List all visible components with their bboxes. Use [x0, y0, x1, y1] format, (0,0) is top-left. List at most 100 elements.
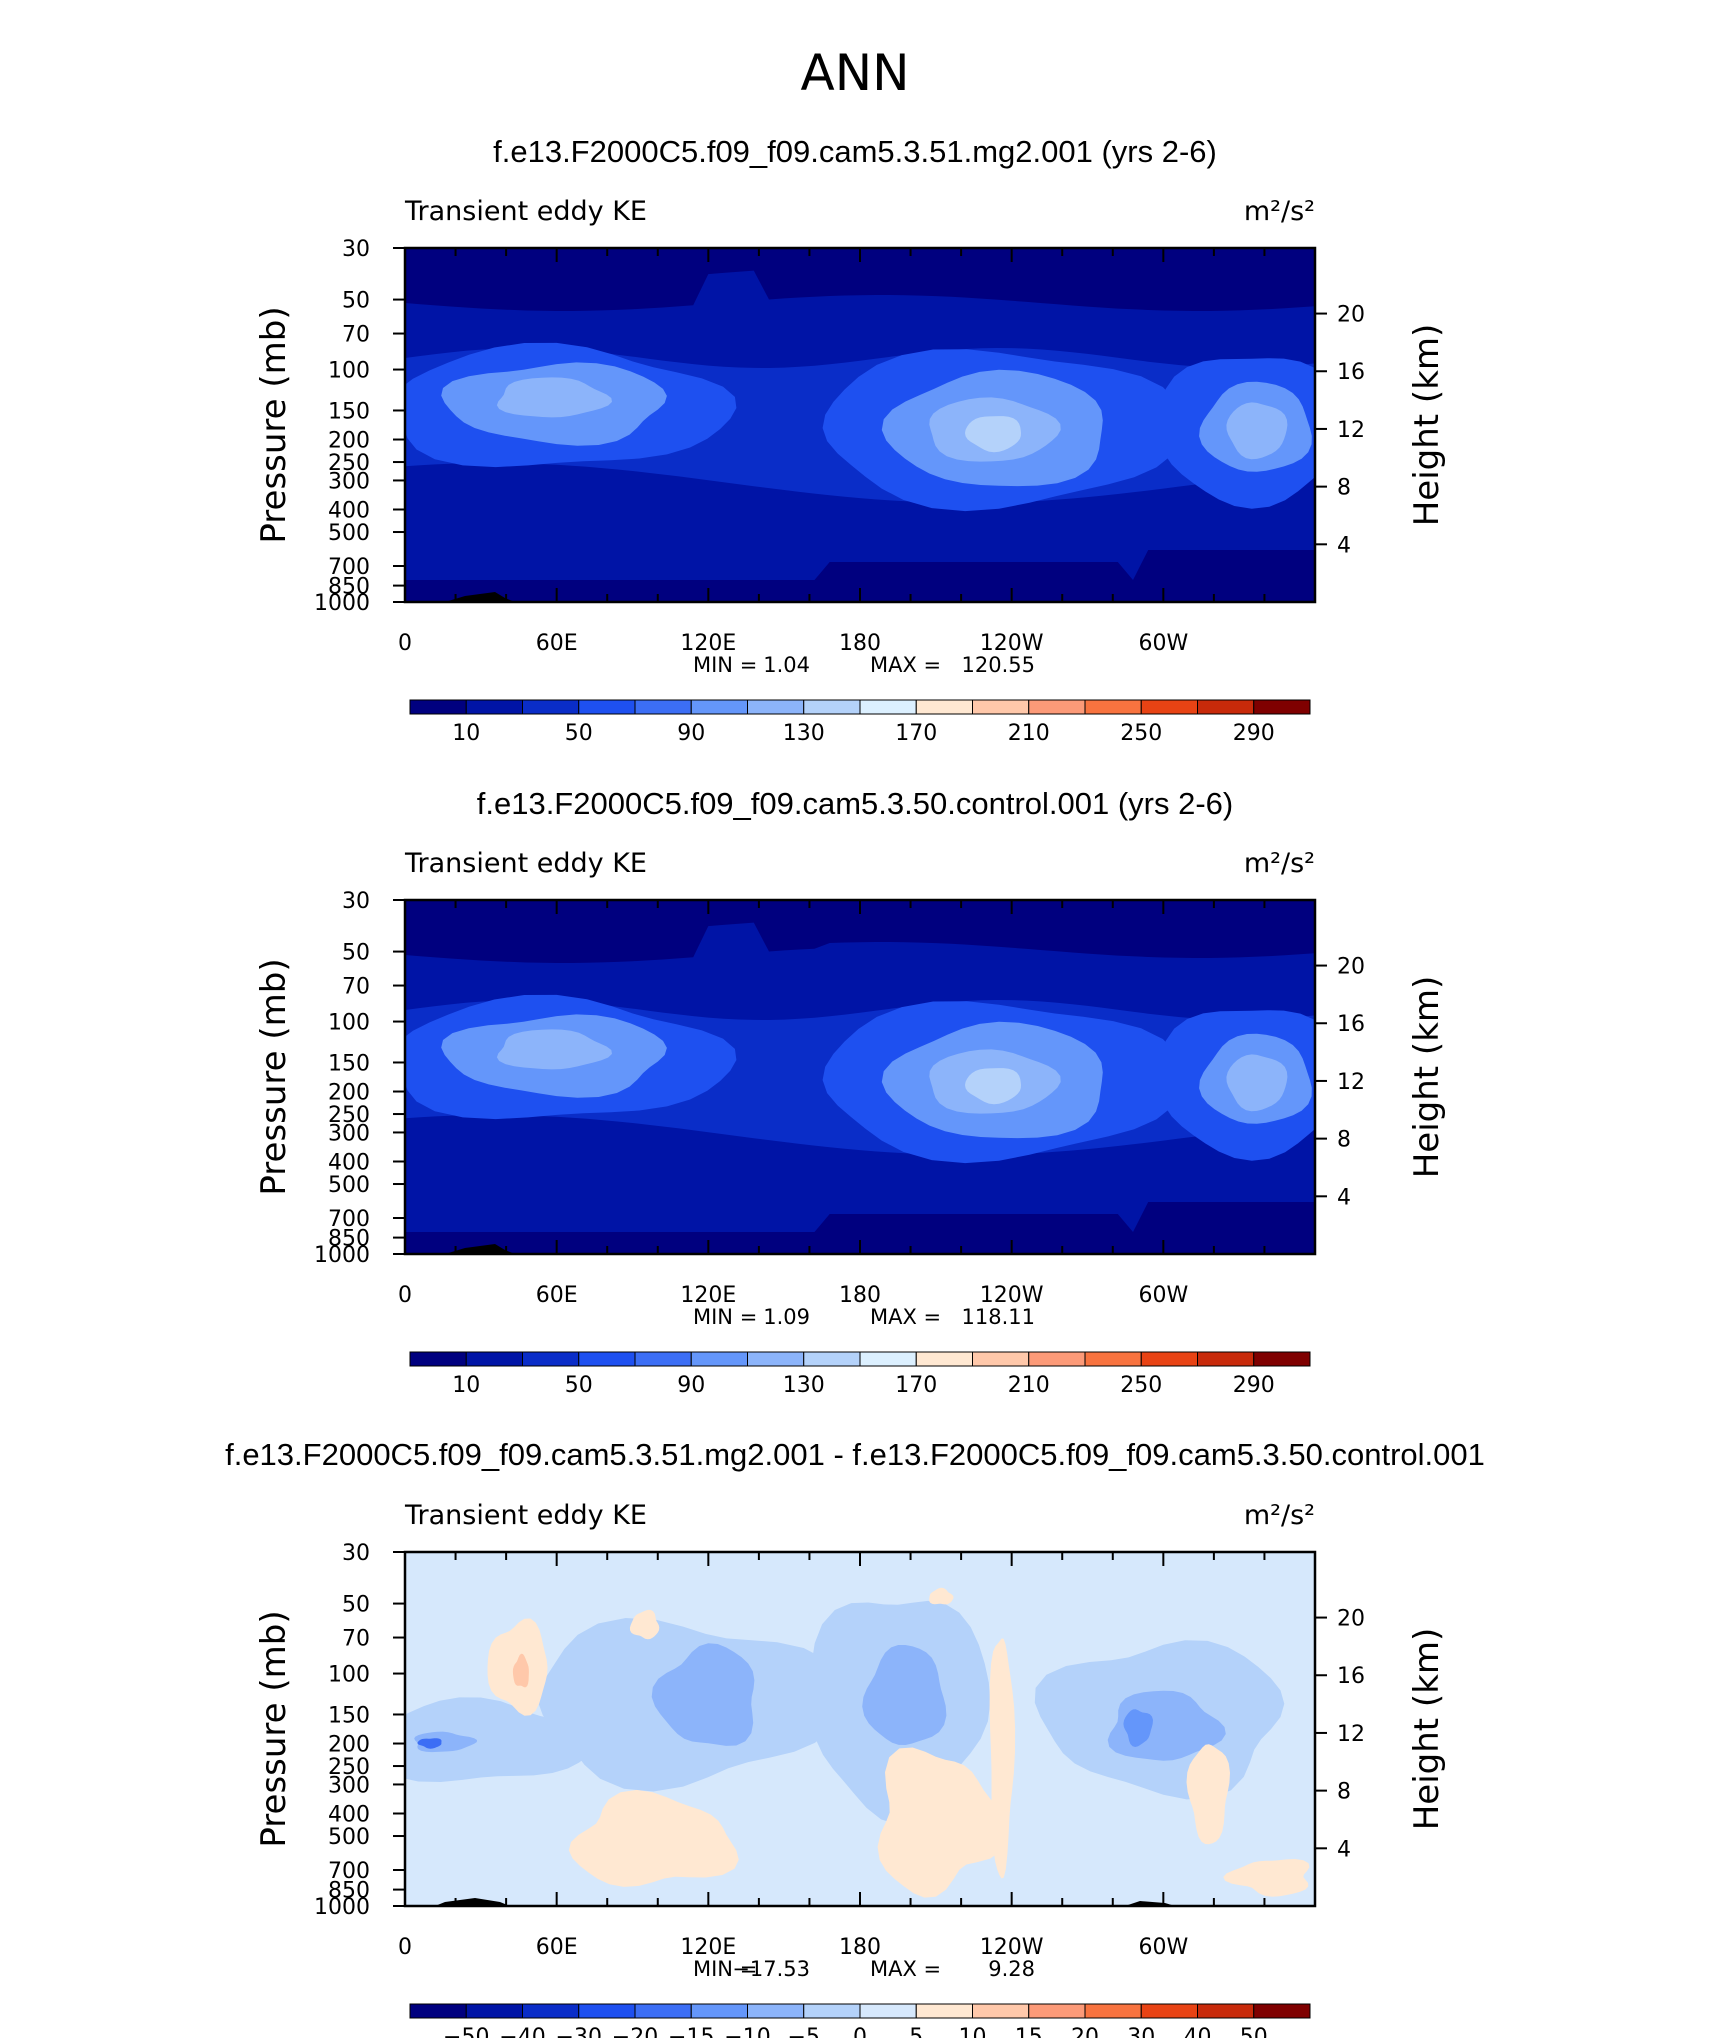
- pressure-tick-label: 400: [328, 1802, 370, 1827]
- x-tick-label: 120E: [680, 1935, 736, 1960]
- x-tick-label: 60W: [1138, 631, 1188, 656]
- colorbar-swatch: [1140, 1351, 1198, 1367]
- colorbar-label: −50: [443, 2025, 489, 2038]
- colorbar-swatch: [1028, 2003, 1086, 2019]
- colorbar-label: −10: [724, 2025, 770, 2038]
- min-value: 1.04: [763, 653, 810, 677]
- colorbar-swatch: [1197, 1351, 1255, 1367]
- y-right-axis-title: Height (km): [1407, 324, 1447, 527]
- pressure-tick-label: 250: [328, 1103, 370, 1128]
- panel-2-contours: [405, 900, 1315, 1254]
- height-tick-label: 16: [1337, 1664, 1365, 1689]
- x-tick-label: 180: [839, 1283, 881, 1308]
- pressure-tick-label: 70: [342, 975, 370, 1000]
- variable-label: Transient eddy KE: [404, 1500, 647, 1531]
- colorbar-label: −30: [556, 2025, 602, 2038]
- pressure-tick-label: 50: [342, 1593, 370, 1618]
- colorbar-swatch: [690, 2003, 748, 2019]
- colorbar-swatch: [409, 1351, 467, 1367]
- variable-label: Transient eddy KE: [404, 196, 647, 227]
- colorbar-swatch: [1197, 2003, 1255, 2019]
- pressure-tick-label: 500: [328, 521, 370, 546]
- colorbar-swatch: [465, 2003, 523, 2019]
- pressure-tick-label: 500: [328, 1173, 370, 1198]
- max-value: 120.55: [962, 653, 1035, 677]
- colorbar-swatch: [803, 699, 861, 715]
- contour-fill-max-atlantic: [1226, 402, 1288, 460]
- pressure-tick-label: 1000: [314, 1895, 370, 1920]
- colorbar-label: −40: [499, 2025, 545, 2038]
- pressure-tick-label: 50: [342, 941, 370, 966]
- x-tick-label: 60E: [536, 1935, 578, 1960]
- colorbar-label: 15: [1015, 2025, 1043, 2038]
- colorbar-swatch: [972, 2003, 1030, 2019]
- min-label: MIN =: [693, 1305, 757, 1329]
- y-left-axis-title: Pressure (mb): [254, 1610, 294, 1847]
- pressure-tick-label: 150: [328, 1703, 370, 1728]
- contour-fill-pos-strat: [629, 1609, 660, 1640]
- height-tick-label: 20: [1337, 303, 1365, 328]
- pressure-tick-label: 100: [328, 1011, 370, 1036]
- colorbar-label: 290: [1233, 1373, 1275, 1398]
- topography: [445, 1244, 515, 1254]
- contour-fill-peak: [965, 1068, 1021, 1105]
- colorbar-swatch: [1028, 1351, 1086, 1367]
- height-tick-label: 16: [1337, 1012, 1365, 1037]
- colorbar-swatch: [1253, 699, 1311, 715]
- colorbar-swatch: [1140, 699, 1198, 715]
- colorbar-swatch: [634, 2003, 692, 2019]
- x-tick-label: 0: [398, 1935, 412, 1960]
- height-tick-label: 12: [1337, 418, 1365, 443]
- pressure-tick-label: 1000: [314, 1243, 370, 1268]
- colorbar-label: 250: [1120, 721, 1162, 746]
- max-label: MAX =: [870, 653, 941, 677]
- pressure-tick-label: 100: [328, 1663, 370, 1688]
- colorbar-swatch: [1084, 699, 1142, 715]
- colorbar-label: 90: [677, 1373, 705, 1398]
- height-tick-label: 4: [1337, 533, 1351, 558]
- height-tick-label: 16: [1337, 360, 1365, 385]
- height-tick-label: 8: [1337, 476, 1351, 501]
- pressure-tick-label: 200: [328, 1733, 370, 1758]
- min-value: 1.09: [763, 1305, 810, 1329]
- topography: [435, 1898, 510, 1906]
- colorbar-label: 0: [853, 2025, 867, 2038]
- x-tick-label: 180: [839, 631, 881, 656]
- pressure-tick-label: 300: [328, 469, 370, 494]
- topography: [445, 592, 515, 602]
- contour-fill-pos2-eh-upper: [512, 1653, 529, 1688]
- colorbar-label: 20: [1071, 2025, 1099, 2038]
- colorbar-swatch: [1253, 1351, 1311, 1367]
- x-tick-label: 60W: [1138, 1935, 1188, 1960]
- colorbar-label: 170: [895, 1373, 937, 1398]
- colorbar-swatch: [409, 2003, 467, 2019]
- colorbar-swatch: [578, 699, 636, 715]
- height-tick-label: 20: [1337, 955, 1365, 980]
- colorbar-label: 170: [895, 721, 937, 746]
- colorbar-swatch: [915, 1351, 973, 1367]
- colorbar-label: 50: [1240, 2025, 1268, 2038]
- pressure-tick-label: 500: [328, 1825, 370, 1850]
- pressure-tick-label: 700: [328, 1207, 370, 1232]
- pressure-tick-label: 850: [328, 1879, 370, 1904]
- pressure-tick-label: 300: [328, 1773, 370, 1798]
- contour-fill-max-eh: [496, 377, 612, 418]
- colorbar-label: 130: [783, 721, 825, 746]
- colorbar-label: 50: [565, 721, 593, 746]
- colorbar-swatch: [1140, 2003, 1198, 2019]
- colorbar-label: 210: [1008, 1373, 1050, 1398]
- colorbar-swatch: [915, 699, 973, 715]
- units-label: m²/s²: [1244, 196, 1315, 227]
- pressure-tick-label: 400: [328, 498, 370, 523]
- colorbar-swatch: [972, 699, 1030, 715]
- pressure-tick-label: 30: [342, 889, 370, 914]
- colorbar-swatch: [972, 1351, 1030, 1367]
- contour-fill-neg4-west: [417, 1738, 442, 1749]
- panel-3-contours: [405, 1552, 1315, 1906]
- pressure-tick-label: 850: [328, 1227, 370, 1252]
- colorbar-swatch: [634, 699, 692, 715]
- colorbar-label: −5: [788, 2025, 820, 2038]
